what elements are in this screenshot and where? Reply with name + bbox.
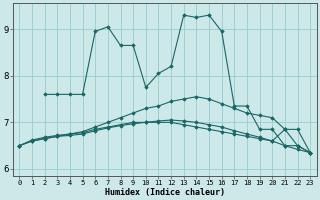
X-axis label: Humidex (Indice chaleur): Humidex (Indice chaleur) (105, 188, 225, 197)
